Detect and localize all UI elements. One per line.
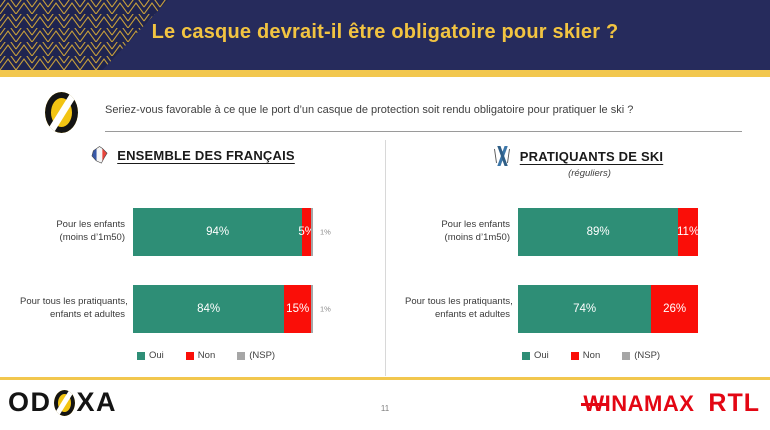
odoxa-logo-prefix: OD [8,387,52,417]
chart-legend: Oui Non (NSP) [137,350,275,361]
legend-label-non: Non [197,350,216,361]
panel-header: PRATIQUANTS DE SKI [385,146,770,166]
panel-pratiquants-de-ski: PRATIQUANTS DE SKI (réguliers) Pour les … [385,138,770,378]
bar-row: Pour les enfants (moins d’1m50) 89% 11% [405,208,750,256]
bar-row: Pour tous les pratiquants, enfants et adu… [405,285,750,333]
bar-rows: Pour les enfants (moins d’1m50) 94% 5% 1% Pou… [20,208,365,362]
bar-segment-nsp [311,208,313,256]
winamax-w: W [581,391,607,416]
bar-segment-non: 11% [677,208,699,256]
question-underline [105,131,742,132]
winamax-logo: WINAMAX [581,391,695,417]
legend-item-non: Non [185,350,216,361]
legend-swatch-nsp [622,351,631,360]
rtl-logo: RTL [708,389,760,417]
header-banner: Le casque devrait-il être obligatoire po… [0,0,770,70]
panel-ensemble-des-francais: ENSEMBLE DES FRANÇAIS Pour les enfants (m… [0,138,385,378]
legend-label-oui: Oui [149,350,164,361]
page-number: 11 [380,404,390,413]
legend-item-oui: Oui [522,350,549,361]
chart-legend: Oui Non (NSP) [522,350,660,361]
bar-segment-oui: 94% [133,208,303,256]
bar-track: 74% 26% [518,285,698,333]
winamax-rest: INAMAX [604,391,695,416]
legend-item-nsp: (NSP) [622,350,660,361]
legend-item-nsp: (NSP) [237,350,275,361]
gold-stripe [0,70,770,77]
bar-segment-non: 15% [284,285,312,333]
legend-swatch-oui [522,351,530,360]
category-label: Pour tous les pratiquants, enfants et adu… [20,296,128,320]
page-title: Le casque devrait-il être obligatoire po… [151,21,619,43]
category-label: Pour tous les pratiquants, enfants et adu… [405,296,513,320]
legend-swatch-non [570,351,579,360]
odoxa-logo: OD XA [8,387,117,418]
bar-segment-oui: 84% [133,285,285,333]
bar-track: 84% 15% 1% [133,285,331,333]
france-map-icon [91,146,108,164]
legend-label-nsp: (NSP) [634,350,661,361]
chart-title: ENSEMBLE DES FRANÇAIS [117,148,295,163]
bar-segment-oui: 74% [518,285,652,333]
odoxa-o-ring [45,92,78,133]
odoxa-logo-suffix: XA [76,387,118,417]
bar-segment-non: 26% [651,285,698,333]
brand-logos: WINAMAX RTL [581,389,760,418]
bar-track: 94% 5% 1% [133,208,331,256]
bar-segment-oui: 89% [518,208,679,256]
legend-label-nsp: (NSP) [249,350,276,361]
bar-row: Pour les enfants (moins d’1m50) 94% 5% 1% [20,208,365,256]
nsp-value-label: 1% [320,227,331,237]
crossed-skis-icon [493,146,510,166]
bar-rows: Pour les enfants (moins d’1m50) 89% 11% Pour… [405,208,750,362]
panel-header: ENSEMBLE DES FRANÇAIS [0,146,385,165]
legend-item-oui: Oui [137,350,164,361]
bar-row: Pour tous les pratiquants, enfants et adu… [20,285,365,333]
legend-label-oui: Oui [534,350,549,361]
chart-subtitle: (réguliers) [568,168,611,179]
legend-label-non: Non [582,350,601,361]
category-label: Pour les enfants (moins d’1m50) [56,219,125,243]
footer-gold-line [0,377,770,380]
legend-item-non: Non [570,350,601,361]
question-text: Seriez-vous favorable à ce que le port d… [105,104,634,116]
bar-segment-non: 5% [298,208,315,256]
legend-swatch-non [185,351,194,360]
chart-title: PRATIQUANTS DE SKI [519,148,664,164]
odoxa-logo-o-icon [53,389,75,416]
legend-swatch-oui [137,351,145,360]
bar-segment-nsp [311,285,313,333]
bar-track: 89% 11% [518,208,699,256]
odoxa-logo-o-ring [53,389,75,416]
odoxa-o-icon [45,92,78,133]
legend-swatch-nsp [237,351,246,360]
category-label: Pour les enfants (moins d’1m50) [441,219,510,243]
nsp-value-label: 1% [320,304,331,314]
panel-divider [385,140,386,376]
